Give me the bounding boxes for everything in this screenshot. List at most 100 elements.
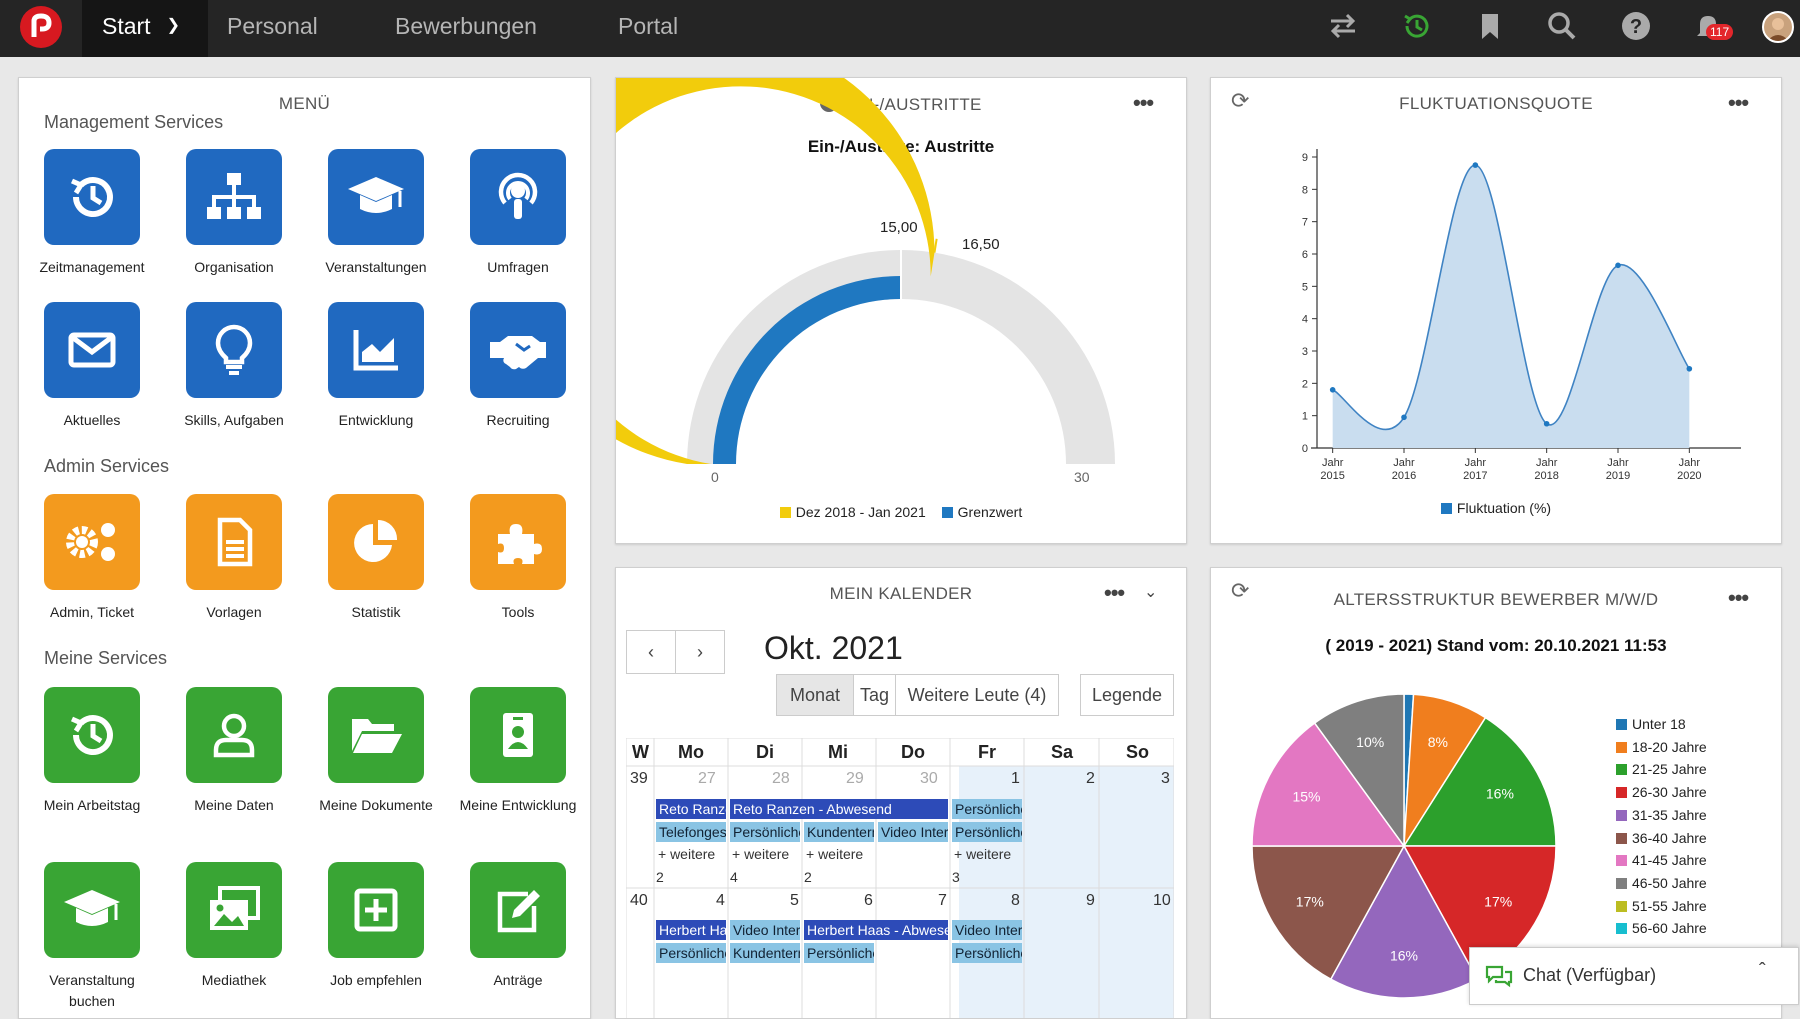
pie-slice[interactable] [1251, 845, 1406, 981]
more-events-link[interactable]: + weitere [806, 846, 864, 862]
panel-menu-button[interactable]: ••• [1133, 90, 1154, 115]
tile-mediathek[interactable]: Mediathek [169, 862, 299, 991]
refresh-icon[interactable]: ⟳ [1231, 88, 1250, 113]
calendar-event[interactable]: Persönliche Termine [730, 822, 800, 842]
pie-slice[interactable] [1402, 716, 1557, 847]
user-avatar[interactable] [1762, 11, 1794, 43]
tile-entwicklung[interactable]: Entwicklung [311, 302, 441, 431]
tile-mein-arbeitstag[interactable]: Mein Arbeitstag [27, 687, 157, 816]
pie-legend-item[interactable]: 46-50 Jahre [1616, 872, 1707, 895]
data-point [1329, 387, 1336, 393]
nav-portal[interactable]: Portal [618, 13, 679, 39]
day-number[interactable]: 28 [772, 770, 790, 787]
day-number[interactable]: 3 [1161, 770, 1170, 787]
search-icon[interactable] [1545, 9, 1579, 43]
pie-slice[interactable] [1329, 844, 1479, 999]
calendar-event[interactable]: Video Interview [730, 920, 800, 940]
day-number[interactable]: 4 [716, 892, 725, 909]
pie-legend-item[interactable]: 21-25 Jahre [1616, 758, 1707, 781]
calendar-event[interactable]: Persönliche Termine [952, 822, 1022, 842]
chevron-up-icon[interactable]: ˆ [1759, 960, 1766, 982]
collapse-icon[interactable]: ⌄ [1144, 584, 1158, 601]
pie-legend-item[interactable]: Unter 18 [1616, 713, 1707, 736]
pie-legend-item[interactable]: 41-45 Jahre [1616, 849, 1707, 872]
day-number[interactable]: 29 [846, 770, 864, 787]
week-number: 40 [630, 892, 648, 909]
tile-antraege[interactable]: Anträge [453, 862, 583, 991]
day-number[interactable]: 8 [1011, 892, 1020, 909]
day-number[interactable]: 27 [698, 770, 716, 787]
calendar-event[interactable]: Video Interview [952, 920, 1022, 940]
tile-veranstaltungen[interactable]: Veranstaltungen [311, 149, 441, 278]
app-logo[interactable] [20, 6, 62, 48]
panel-menu-button[interactable]: ••• [1728, 90, 1749, 115]
calendar-event[interactable]: Persönliche Termine [952, 799, 1022, 819]
calendar-event[interactable]: Herbert Haas - Abwesend [804, 920, 948, 940]
legende-button[interactable]: Legende [1080, 674, 1174, 716]
calendar-event[interactable]: Persönliche Termine [656, 943, 726, 963]
calendar-event[interactable]: Reto Ranzen - Abwesend [730, 799, 948, 819]
pie-legend-item[interactable]: 51-55 Jahre [1616, 895, 1707, 918]
more-events-link[interactable]: + weitere [658, 846, 716, 862]
nav-bewerbungen[interactable]: Bewerbungen [395, 13, 537, 39]
switch-icon[interactable] [1326, 9, 1360, 43]
tile-statistik[interactable]: Statistik [311, 494, 441, 623]
calendar-event[interactable]: Herbert Haas [656, 920, 726, 940]
tile-veranstaltung-buchen[interactable]: Veranstaltung buchen [27, 862, 157, 1012]
refresh-icon[interactable]: ⟳ [1231, 578, 1250, 603]
day-number[interactable]: 10 [1153, 892, 1171, 909]
day-number[interactable]: 30 [920, 770, 938, 787]
tile-skills[interactable]: Skills, Aufgaben [169, 302, 299, 431]
view-tag-button[interactable]: Tag [853, 674, 896, 716]
day-number[interactable]: 6 [864, 892, 873, 909]
tile-tools[interactable]: Tools [453, 494, 583, 623]
view-weitere-leute-button[interactable]: Weitere Leute (4) [895, 674, 1059, 716]
day-number[interactable]: 2 [1086, 770, 1095, 787]
calendar-event[interactable]: Persönliche Termine [804, 943, 874, 963]
calendar-event[interactable]: Video Interview [878, 822, 948, 842]
calendar-event[interactable]: Telefongespräch [656, 822, 726, 842]
view-monat-button[interactable]: Monat [776, 674, 854, 716]
pie-slice[interactable] [1313, 693, 1405, 849]
panel-menu-button[interactable]: ••• [1728, 585, 1749, 610]
day-number[interactable]: 9 [1086, 892, 1095, 909]
day-number[interactable]: 5 [790, 892, 799, 909]
nav-personal[interactable]: Personal [227, 13, 318, 39]
chat-widget[interactable]: Chat (Verfügbar) ˆ [1469, 947, 1799, 1005]
calendar-event[interactable]: Reto Ranzen - Abwesend [656, 799, 726, 819]
tile-meine-entwicklung[interactable]: Meine Entwicklung [453, 687, 583, 816]
day-number[interactable]: 1 [1011, 770, 1020, 787]
tile-recruiting[interactable]: Recruiting [453, 302, 583, 431]
pie-legend-item[interactable]: 56-60 Jahre [1616, 917, 1707, 940]
tile-zeitmanagement[interactable]: Zeitmanagement [27, 149, 157, 278]
panel-menu-button[interactable]: ••• [1104, 580, 1125, 605]
chat-icon [1485, 965, 1513, 988]
calendar-event[interactable]: Kundentermin [804, 822, 874, 842]
more-events-link[interactable]: + weitere [732, 846, 790, 862]
pie-legend-item[interactable]: 18-20 Jahre [1616, 736, 1707, 759]
pie-legend-item[interactable]: 36-40 Jahre [1616, 827, 1707, 850]
pie-legend-item[interactable]: 31-35 Jahre [1616, 804, 1707, 827]
pie-legend-item[interactable]: 26-30 Jahre [1616, 781, 1707, 804]
calendar-event[interactable]: Kundentermin [730, 943, 800, 963]
help-icon[interactable]: ? [1619, 9, 1653, 43]
more-events-link[interactable]: + weitere [954, 846, 1012, 862]
nav-start-menu[interactable]: Start ❯ [82, 0, 208, 57]
calendar-event[interactable]: Persönliche Termine [952, 943, 1022, 963]
next-month-button[interactable]: › [675, 630, 725, 674]
tile-vorlagen[interactable]: Vorlagen [169, 494, 299, 623]
bookmark-icon[interactable] [1473, 9, 1507, 43]
tile-job-empfehlen[interactable]: Job empfehlen [311, 862, 441, 991]
kalender-panel: MEIN KALENDER ••• ⌄ ‹ › Okt. 2021 Monat … [615, 567, 1187, 1019]
pie-slice[interactable] [1251, 721, 1406, 847]
tile-organisation[interactable]: Organisation [169, 149, 299, 278]
history-icon[interactable] [1399, 9, 1433, 43]
tile-admin-ticket[interactable]: Admin, Ticket [27, 494, 157, 623]
org-chart-icon [186, 149, 282, 245]
tile-meine-dokumente[interactable]: Meine Dokumente [311, 687, 441, 816]
prev-month-button[interactable]: ‹ [626, 630, 676, 674]
tile-umfragen[interactable]: Umfragen [453, 149, 583, 278]
day-number[interactable]: 7 [938, 892, 947, 909]
tile-meine-daten[interactable]: Meine Daten [169, 687, 299, 816]
tile-aktuelles[interactable]: Aktuelles [27, 302, 157, 431]
